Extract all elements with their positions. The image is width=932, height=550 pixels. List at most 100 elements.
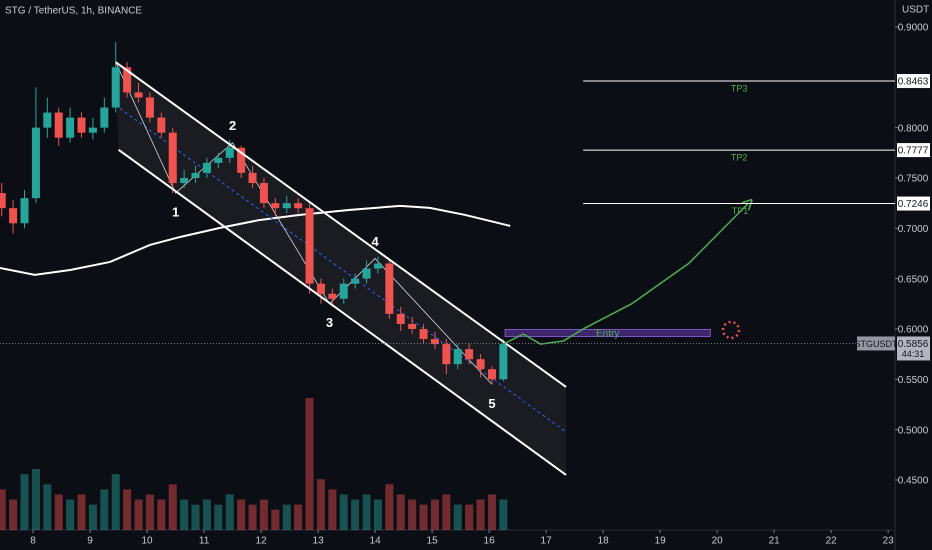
volume-bar: [487, 494, 496, 530]
x-tick-label: 16: [484, 536, 496, 547]
volume-bar: [316, 479, 325, 530]
candle-body: [54, 112, 63, 138]
candle-body: [191, 172, 200, 178]
x-tick-label: 11: [199, 536, 210, 547]
x-tick-label: 14: [370, 536, 382, 547]
x-tick-label: 17: [541, 536, 553, 547]
volume-bar: [339, 494, 348, 530]
currency-label: USDT: [902, 5, 929, 16]
entry-zone: [504, 328, 711, 338]
x-tick-label: 10: [142, 536, 154, 547]
volume-bar: [442, 494, 451, 530]
volume-bar: [351, 499, 360, 530]
candle-body: [328, 293, 337, 299]
volume-bar: [214, 504, 223, 530]
candle-body: [77, 117, 86, 133]
candle-body: [111, 67, 120, 108]
y-tick-label: 0.9000: [898, 23, 929, 34]
volume-bar: [465, 504, 474, 530]
volume-bar: [100, 489, 109, 530]
candle-body: [180, 177, 189, 184]
volume-bar: [237, 499, 246, 530]
volume-bar: [430, 499, 439, 530]
candle-body: [499, 344, 508, 380]
volume-bar: [77, 494, 86, 530]
candle-body: [396, 313, 405, 324]
y-tick-label: 0.8000: [898, 123, 929, 134]
symbol-box: [857, 336, 895, 351]
volume-bar: [476, 499, 485, 530]
volume-bar: [180, 499, 189, 530]
candle-body: [202, 162, 211, 173]
last-price-label: 0.5856: [898, 339, 929, 350]
target-price: 0.7246: [898, 199, 929, 210]
volume-bar: [31, 469, 40, 530]
volume-bar: [419, 504, 428, 530]
candle-body: [282, 203, 291, 209]
candle-body: [0, 193, 6, 209]
wave-path: [115, 62, 493, 385]
volume-bar: [259, 499, 268, 530]
volume-bar: [294, 504, 303, 530]
candle-body: [168, 132, 177, 184]
volume-bar: [0, 489, 6, 530]
projection-arrow: [503, 203, 748, 345]
volume-bar: [282, 504, 291, 530]
y-tick-label: 0.6500: [898, 274, 929, 285]
volume-bar: [157, 499, 166, 530]
channel-lower: [117, 148, 567, 476]
volume-bar: [123, 489, 132, 530]
volume-bar: [453, 504, 462, 530]
x-tick-label: 19: [655, 536, 667, 547]
volume-bar: [202, 499, 211, 530]
candle-body: [453, 349, 462, 365]
volume-bar: [134, 499, 143, 530]
y-tick-label: 0.7500: [898, 174, 929, 185]
volume-bar: [225, 494, 234, 530]
candle-body: [66, 117, 75, 138]
candle-body: [271, 203, 280, 209]
countdown-label: 44:31: [902, 349, 925, 359]
candle-body: [123, 67, 132, 93]
x-tick-label: 21: [769, 536, 781, 547]
volume-bar: [88, 504, 97, 530]
candle-body: [476, 359, 485, 370]
target-price: 0.7777: [898, 146, 929, 157]
target-label: TP2: [731, 152, 748, 162]
volume-bar: [66, 499, 75, 530]
candle-body: [259, 183, 268, 204]
x-tick-label: 9: [87, 536, 93, 547]
y-tick-label: 0.5500: [898, 375, 929, 386]
y-tick-label: 0.6000: [898, 325, 929, 336]
volume-bar: [499, 499, 508, 530]
candle-body: [88, 127, 97, 133]
candle-body: [465, 349, 474, 360]
candle-body: [214, 157, 223, 163]
candle-body: [225, 147, 234, 158]
candle-body: [157, 117, 166, 133]
x-tick-label: 23: [883, 536, 895, 547]
volume-bar: [111, 474, 120, 530]
candle-body: [351, 278, 360, 284]
wave-label: 1: [172, 205, 179, 220]
volume-bar: [9, 499, 18, 530]
volume-bar: [362, 494, 371, 530]
volume-bar: [191, 504, 200, 530]
y-tick-label: 0.5000: [898, 425, 929, 436]
target-price: 0.8463: [898, 77, 929, 88]
candle-body: [430, 339, 439, 345]
candle-body: [134, 92, 143, 98]
target-price-box: [897, 196, 930, 211]
volume-bar: [168, 484, 177, 530]
wave-label: 3: [326, 315, 333, 330]
x-tick-label: 8: [30, 536, 36, 547]
channel-upper: [115, 61, 567, 388]
wave-label: 2: [229, 118, 236, 133]
candle-body: [362, 268, 371, 279]
volume-bar: [305, 398, 314, 530]
volume-bar: [373, 499, 382, 530]
candle-body: [43, 112, 52, 128]
volume-bar: [396, 494, 405, 530]
candle-body: [9, 208, 18, 224]
